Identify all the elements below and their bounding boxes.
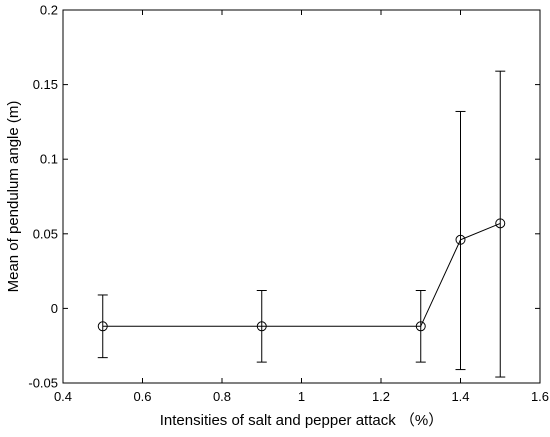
x-tick-label: 0.8 [213,389,231,404]
data-point [415,321,426,332]
y-axis-label: Mean of pendulum angle (m) [5,101,22,293]
y-axis: -0.05 0 0.05 0.1 0.15 0.2 [28,3,540,391]
x-tick-label: 1.4 [451,389,469,404]
plot-area [62,9,541,384]
data-point [97,321,108,332]
data-point [455,234,466,245]
x-axis-label: Intensities of salt and pepper attack （%… [160,412,443,429]
x-tick-label: 0.6 [133,389,151,404]
series-layer [97,70,506,378]
data-point [256,321,267,332]
y-tick-label: 0.15 [33,77,58,92]
plot-frame [62,9,541,384]
y-tick-label: 0.1 [40,152,58,167]
series-line [102,222,501,327]
y-tick-label: 0.05 [33,226,58,241]
data-point [495,218,506,229]
y-tick-label: 0 [51,301,58,316]
x-tick-label: 1.6 [531,389,549,404]
x-tick-label: 1.2 [372,389,390,404]
x-axis: 0.4 0.6 0.8 1 1.2 1.4 1.6 [54,10,549,404]
x-tick-label: 1 [298,389,305,404]
x-tick-label: 0.4 [54,389,72,404]
y-tick-label: 0.2 [40,3,58,18]
y-tick-label: -0.05 [28,376,58,391]
